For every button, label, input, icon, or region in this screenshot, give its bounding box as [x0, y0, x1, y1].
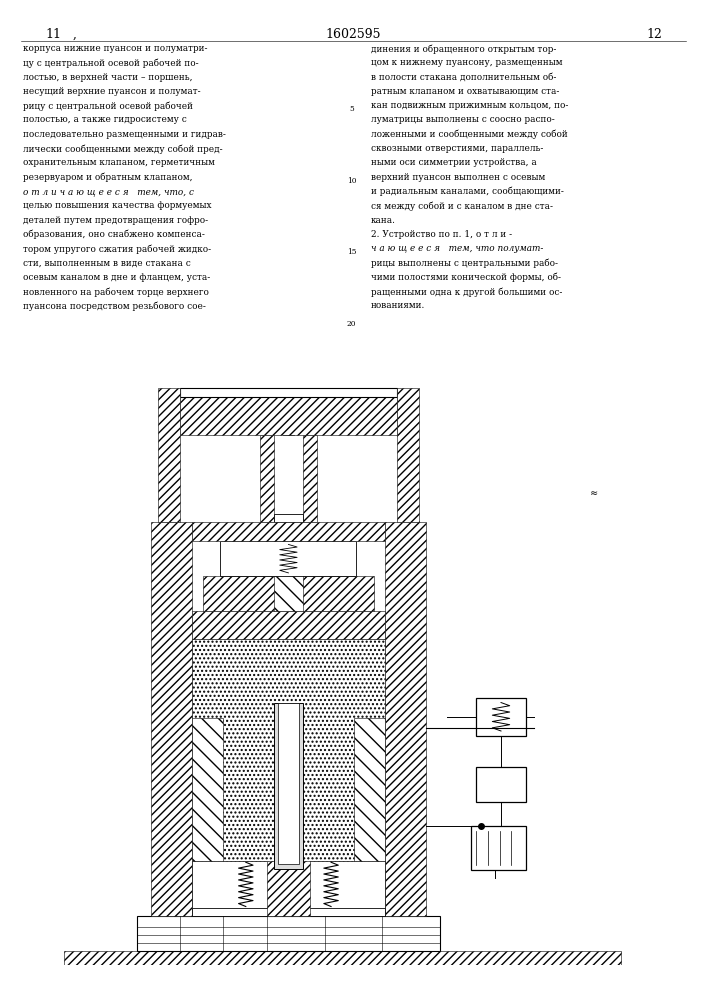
Text: 10: 10: [346, 177, 356, 185]
Text: полостью, а также гидросистему с: полостью, а также гидросистему с: [23, 115, 187, 124]
Text: 15: 15: [346, 248, 356, 256]
Bar: [192, 718, 223, 861]
Text: охранительным клапаном, герметичным: охранительным клапаном, герметичным: [23, 158, 214, 167]
Text: последовательно размещенными и гидрав-: последовательно размещенными и гидрав-: [23, 130, 226, 139]
Text: о т л и ч а ю щ е е с я   тем, что, с: о т л и ч а ю щ е е с я тем, что, с: [23, 187, 194, 196]
Bar: [267, 837, 310, 916]
Bar: [192, 522, 385, 541]
Text: резервуаром и обратным клапаном,: резервуаром и обратным клапаном,: [23, 173, 192, 182]
Bar: [274, 703, 303, 869]
Text: ,: ,: [72, 27, 76, 40]
Bar: [354, 718, 385, 861]
Text: динения и обращенного открытым тор-: динения и обращенного открытым тор-: [371, 44, 556, 53]
Text: ≈: ≈: [590, 489, 598, 498]
Text: нованиями.: нованиями.: [371, 301, 426, 310]
Text: сти, выполненным в виде стакана с: сти, выполненным в виде стакана с: [23, 259, 190, 268]
Text: 20: 20: [346, 320, 356, 328]
Bar: [203, 576, 374, 611]
Text: ложенными и сообщенными между собой: ложенными и сообщенными между собой: [371, 130, 568, 139]
Text: и радиальным каналами, сообщающими-: и радиальным каналами, сообщающими-: [371, 187, 564, 196]
Bar: [385, 522, 426, 916]
Bar: [397, 388, 419, 522]
Text: 2. Устройство по п. 1, о т л и -: 2. Устройство по п. 1, о т л и -: [371, 230, 513, 239]
Bar: [192, 639, 385, 861]
Bar: [471, 826, 525, 870]
Text: сквозными отверстиями, параллель-: сквозными отверстиями, параллель-: [371, 144, 544, 153]
Text: 12: 12: [646, 27, 662, 40]
Text: цу с центральной осевой рабочей по-: цу с центральной осевой рабочей по-: [23, 58, 198, 68]
Text: Фиг. 2: Фиг. 2: [279, 947, 315, 957]
Text: целью повышения качества формуемых: целью повышения качества формуемых: [23, 201, 211, 210]
Text: корпуса нижние пуансон и полуматри-: корпуса нижние пуансон и полуматри-: [23, 44, 207, 53]
Bar: [192, 861, 385, 908]
Text: новленного на рабочем торце верхнего: новленного на рабочем торце верхнего: [23, 287, 209, 297]
Bar: [283, 388, 294, 435]
Text: 11: 11: [45, 27, 61, 40]
Text: кан подвижным прижимным кольцом, по-: кан подвижным прижимным кольцом, по-: [371, 101, 568, 110]
Bar: [274, 514, 303, 522]
Text: рицы выполнены с центральными рабо-: рицы выполнены с центральными рабо-: [371, 259, 558, 268]
Text: цом к нижнему пуансону, размещенным: цом к нижнему пуансону, размещенным: [371, 58, 563, 67]
Bar: [274, 524, 303, 611]
Bar: [259, 435, 274, 522]
Bar: [192, 908, 385, 916]
Text: образования, оно снабжено компенса-: образования, оно снабжено компенса-: [23, 230, 204, 239]
Text: тором упругого сжатия рабочей жидко-: тором упругого сжатия рабочей жидко-: [23, 244, 211, 254]
Bar: [180, 388, 397, 397]
Text: ращенными одна к другой большими ос-: ращенными одна к другой большими ос-: [371, 287, 563, 297]
Text: кана.: кана.: [371, 216, 396, 225]
Text: пуансона посредством резьбового сое-: пуансона посредством резьбового сое-: [23, 301, 206, 311]
Bar: [477, 698, 525, 736]
Text: 5: 5: [349, 105, 354, 113]
Bar: [136, 916, 440, 951]
Text: чими полостями конической формы, об-: чими полостями конической формы, об-: [371, 273, 561, 282]
Text: лически сообщенными между собой пред-: лически сообщенными между собой пред-: [23, 144, 222, 154]
Bar: [221, 541, 356, 576]
Bar: [180, 397, 397, 435]
Text: рицу с центральной осевой рабочей: рицу с центральной осевой рабочей: [23, 101, 192, 111]
Text: деталей путем предотвращения гофро-: деталей путем предотвращения гофро-: [23, 216, 208, 225]
Bar: [158, 388, 180, 522]
Bar: [64, 951, 621, 965]
Text: ратным клапаном и охватывающим ста-: ратным клапаном и охватывающим ста-: [371, 87, 559, 96]
Text: луматрицы выполнены с соосно распо-: луматрицы выполнены с соосно распо-: [371, 115, 555, 124]
Text: в полости стакана дополнительным об-: в полости стакана дополнительным об-: [371, 73, 556, 82]
Text: 1602595: 1602595: [326, 27, 381, 40]
Bar: [192, 611, 385, 639]
Bar: [151, 522, 192, 916]
Text: ными оси симметрии устройства, а: ными оси симметрии устройства, а: [371, 158, 537, 167]
Text: несущий верхние пуансон и полумат-: несущий верхние пуансон и полумат-: [23, 87, 200, 96]
Bar: [303, 435, 317, 522]
Text: ч а ю щ е е с я   тем, что полумат-: ч а ю щ е е с я тем, что полумат-: [371, 244, 544, 253]
Bar: [279, 703, 298, 864]
Text: лостью, в верхней части – поршень,: лостью, в верхней части – поршень,: [23, 73, 192, 82]
Bar: [477, 767, 525, 802]
Text: осевым каналом в дне и фланцем, уста-: осевым каналом в дне и фланцем, уста-: [23, 273, 210, 282]
Text: верхний пуансон выполнен с осевым: верхний пуансон выполнен с осевым: [371, 173, 545, 182]
Text: ся между собой и с каналом в дне ста-: ся между собой и с каналом в дне ста-: [371, 201, 553, 211]
